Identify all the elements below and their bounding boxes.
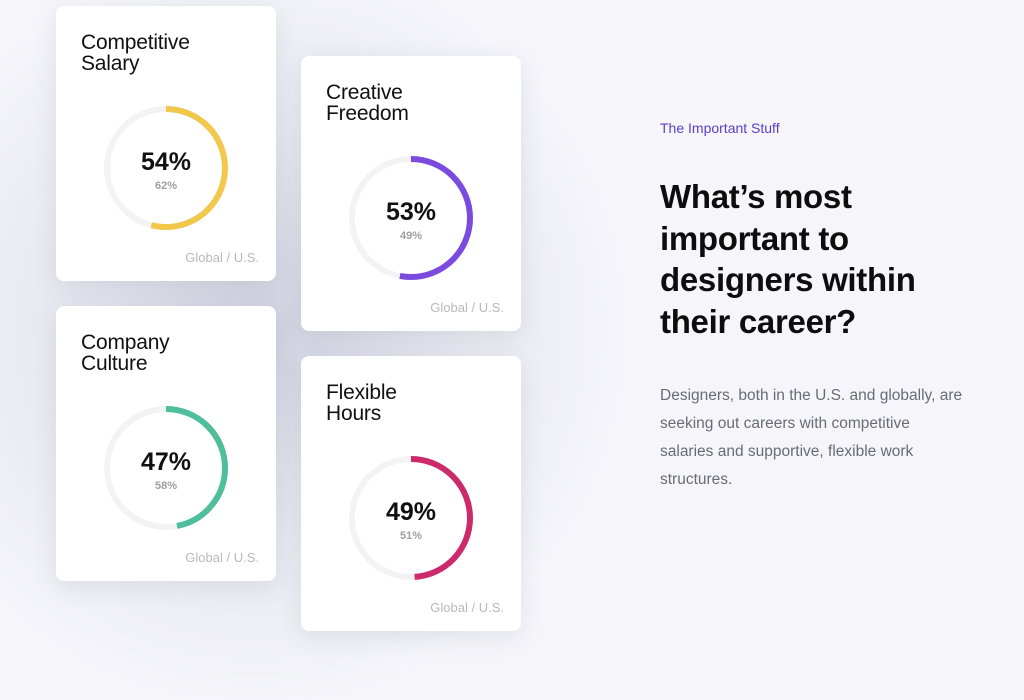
section-description: Designers, both in the U.S. and globally… xyxy=(660,382,1000,494)
card-title: Competitive Salary xyxy=(81,32,190,74)
card-footer-legend: Global / U.S. xyxy=(185,250,259,265)
progress-ring: 53% 49% xyxy=(346,153,476,283)
progress-ring-arc xyxy=(349,156,473,280)
global-percentage: 47% xyxy=(140,448,192,476)
headline-line: important to xyxy=(660,219,849,257)
progress-ring: 49% 51% xyxy=(346,453,476,583)
card-footer-legend: Global / U.S. xyxy=(430,300,504,315)
card-title-line: Flexible xyxy=(326,381,397,404)
stat-card-creative-freedom: Creative Freedom 53% 49% Global / U.S. xyxy=(301,56,521,331)
card-footer-legend: Global / U.S. xyxy=(185,550,259,565)
progress-ring-graphic xyxy=(349,156,473,280)
us-percentage: 62% xyxy=(154,180,178,192)
card-title: Flexible Hours xyxy=(326,382,397,424)
card-title-line: Hours xyxy=(326,402,382,425)
description-line: salaries and supportive, flexible work xyxy=(660,443,914,460)
description-line: Designers, both in the U.S. and globally… xyxy=(660,387,963,404)
progress-ring: 54% 62% xyxy=(101,103,231,233)
section-headline: What’s most important to designers withi… xyxy=(660,176,1000,342)
progress-ring-arc xyxy=(104,406,228,530)
progress-ring-graphic xyxy=(104,106,228,230)
stat-card-competitive-salary: Competitive Salary 54% 62% Global / U.S. xyxy=(56,6,276,281)
description-line: structures. xyxy=(660,471,733,488)
card-title: Creative Freedom xyxy=(326,82,409,124)
us-percentage: 49% xyxy=(399,230,423,242)
global-percentage: 54% xyxy=(140,148,192,176)
card-footer-legend: Global / U.S. xyxy=(430,600,504,615)
global-percentage: 49% xyxy=(385,498,437,526)
description-line: seeking out careers with competitive xyxy=(660,415,910,432)
us-percentage: 58% xyxy=(154,480,178,492)
stat-card-company-culture: Company Culture 47% 58% Global / U.S. xyxy=(56,306,276,581)
headline-line: their career? xyxy=(660,302,857,340)
progress-ring-arc xyxy=(104,106,228,230)
card-title-line: Culture xyxy=(81,352,148,375)
global-percentage: 53% xyxy=(385,198,437,226)
card-title-line: Freedom xyxy=(326,102,409,125)
card-title-line: Company xyxy=(81,331,170,354)
progress-ring-graphic xyxy=(104,406,228,530)
section-eyebrow: The Important Stuff xyxy=(660,120,780,136)
stat-card-flexible-hours: Flexible Hours 49% 51% Global / U.S. xyxy=(301,356,521,631)
card-title: Company Culture xyxy=(81,331,170,375)
progress-ring-graphic xyxy=(349,456,473,580)
progress-ring: 47% 58% xyxy=(101,403,231,533)
card-title-line: Creative xyxy=(326,81,403,104)
progress-ring-arc xyxy=(349,456,473,580)
headline-line: What’s most xyxy=(660,178,852,215)
us-percentage: 51% xyxy=(399,530,423,542)
card-title-line: Salary xyxy=(81,52,140,75)
headline-line: designers within xyxy=(660,261,916,298)
card-title-line: Competitive xyxy=(81,31,190,54)
